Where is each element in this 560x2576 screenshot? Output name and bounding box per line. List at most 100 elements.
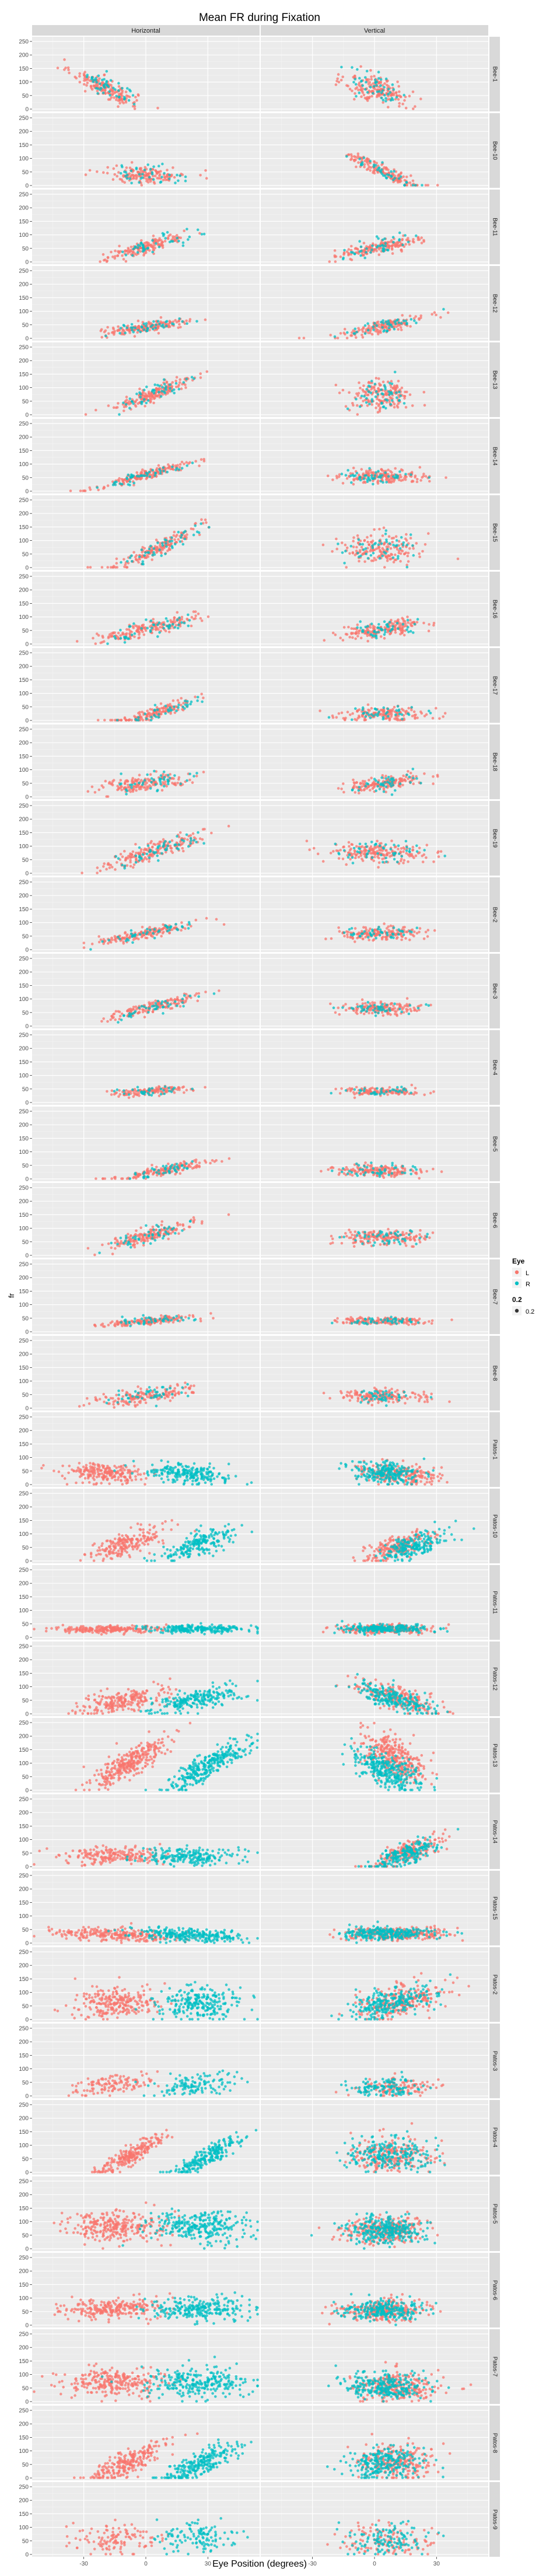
data-point-r <box>153 769 156 773</box>
data-point-l <box>56 66 60 69</box>
data-point-r <box>401 544 405 547</box>
data-point-l <box>399 777 402 780</box>
data-point-r <box>149 787 152 790</box>
data-point-r <box>396 705 400 708</box>
data-point-r <box>160 554 163 557</box>
data-point-r <box>169 706 172 709</box>
data-point-l <box>357 83 360 86</box>
data-point-r <box>388 629 392 633</box>
y-tick-label-bee-10-0: 0 <box>25 183 29 190</box>
data-point-l <box>360 333 363 337</box>
row-strip-bee-1 <box>489 37 500 111</box>
data-point-r <box>361 628 364 632</box>
data-point-r <box>398 231 401 235</box>
data-point-r <box>187 624 190 628</box>
data-point-r <box>102 91 105 94</box>
data-point-r <box>364 715 368 718</box>
data-point-l <box>180 387 183 390</box>
y-tick-label-bee-15-250: 250 <box>19 498 29 504</box>
data-point-r <box>157 716 160 719</box>
data-point-l <box>377 253 381 257</box>
y-tick-label-bee-18-50: 50 <box>22 780 29 787</box>
data-point-l <box>369 789 372 792</box>
data-point-r <box>360 394 363 398</box>
data-point-r <box>384 407 387 410</box>
panels-layer: 050100150200250Bee-1050100150200250Bee-1… <box>19 37 500 2558</box>
data-point-r <box>169 387 172 390</box>
data-point-r <box>390 399 394 402</box>
data-point-l <box>344 632 348 636</box>
data-point-l <box>111 331 114 334</box>
data-point-l <box>84 413 88 416</box>
data-point-r <box>150 780 153 784</box>
data-point-r <box>164 542 167 545</box>
panel-bee-11-horizontal <box>32 190 260 264</box>
data-point-l <box>345 337 349 340</box>
data-point-r <box>387 88 390 90</box>
data-point-r <box>164 712 167 715</box>
data-point-l <box>183 463 186 466</box>
y-tick-label-bee-11-50: 50 <box>22 246 29 252</box>
data-point-l <box>90 785 94 789</box>
data-point-l <box>401 627 404 630</box>
row-strip-label-bee-11: Bee-11 <box>491 218 498 236</box>
data-point-l <box>394 535 398 538</box>
data-point-l <box>163 547 166 550</box>
data-point-r <box>125 402 128 406</box>
data-point-r <box>176 835 178 838</box>
data-point-r <box>166 620 169 622</box>
data-point-l <box>154 627 158 631</box>
data-point-l <box>107 635 110 638</box>
data-point-r <box>119 327 123 330</box>
data-point-l <box>75 640 79 643</box>
data-point-r <box>134 782 136 786</box>
data-point-l <box>138 710 141 714</box>
data-point-r <box>161 232 164 235</box>
data-point-r <box>405 544 409 547</box>
data-point-l <box>335 716 338 719</box>
data-point-r <box>398 712 401 716</box>
data-point-l <box>173 235 177 239</box>
data-point-r <box>142 322 146 326</box>
data-point-r <box>129 476 132 479</box>
data-point-r <box>352 332 356 335</box>
data-point-r <box>378 788 382 790</box>
data-point-l <box>408 94 411 97</box>
data-point-l <box>424 543 427 546</box>
data-point-l <box>120 178 123 181</box>
row-strip-label-bee-13: Bee-13 <box>491 370 498 390</box>
data-point-r <box>370 380 373 383</box>
data-point-r <box>132 402 135 405</box>
data-point-l <box>93 791 97 794</box>
y-tick-label-bee-16-150: 150 <box>19 601 29 607</box>
data-point-l <box>132 863 136 866</box>
data-point-l <box>408 181 412 184</box>
data-point-r <box>365 251 368 254</box>
data-point-l <box>415 542 418 545</box>
data-point-l <box>405 184 408 187</box>
data-point-r <box>379 783 382 786</box>
data-point-r <box>388 324 391 327</box>
data-point-l <box>414 716 416 719</box>
data-point-r <box>411 768 415 771</box>
data-point-l <box>351 636 354 639</box>
data-point-r <box>142 244 145 247</box>
data-point-l <box>132 104 135 108</box>
data-point-r <box>159 780 162 783</box>
data-point-l <box>355 336 358 339</box>
data-point-l <box>423 404 426 407</box>
data-point-r <box>121 482 124 486</box>
data-point-l <box>411 404 414 407</box>
data-point-l <box>166 169 169 172</box>
data-point-r <box>123 635 126 639</box>
data-point-l <box>69 489 72 492</box>
data-point-l <box>355 786 358 789</box>
data-point-r <box>134 854 138 858</box>
data-point-l <box>340 79 343 82</box>
y-tick-label-bee-1-50: 50 <box>22 93 29 99</box>
data-point-l <box>435 313 438 317</box>
data-point-l <box>352 778 355 782</box>
data-point-r <box>177 387 181 391</box>
data-point-l <box>197 612 200 615</box>
data-point-l <box>404 551 408 554</box>
